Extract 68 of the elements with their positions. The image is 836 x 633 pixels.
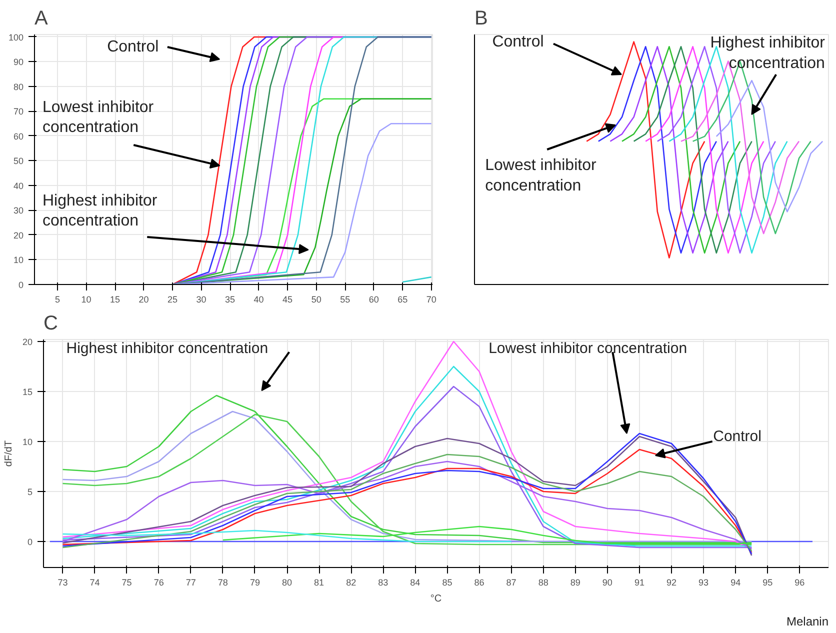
x-tick-label: 20	[138, 294, 149, 304]
y-tick-label: 10	[13, 255, 24, 266]
annotation: Lowest inhibitor concentration	[485, 157, 597, 194]
x-axis-title: °C	[430, 594, 442, 604]
annotation: Highest inhibitor concentration	[66, 340, 268, 358]
x-tick-label: 35	[225, 294, 236, 304]
annotation: Highest inhibitor concentration	[42, 192, 158, 230]
y-tick-label: 20	[22, 337, 33, 347]
x-tick-label: 82	[346, 578, 356, 588]
y-tick-label: 0	[27, 537, 33, 547]
x-tick-label: 10	[81, 294, 92, 304]
x-tick-label: 75	[122, 578, 132, 588]
annotation: Control	[492, 34, 544, 50]
x-tick-label: 15	[110, 294, 120, 304]
y-tick-label: 50	[13, 156, 24, 166]
x-tick-label: 94	[730, 578, 741, 588]
x-tick-label: 65	[398, 294, 408, 304]
x-tick-label: 55	[340, 294, 350, 304]
x-tick-label: 81	[314, 578, 324, 588]
x-tick-label: 78	[218, 578, 228, 588]
y-tick-label: 0	[18, 280, 24, 290]
chart-title: B	[474, 8, 488, 30]
x-tick-label: 73	[58, 578, 68, 588]
x-tick-label: 95	[762, 578, 773, 588]
annotation: Control	[107, 38, 159, 56]
y-tick-label: 100	[8, 32, 24, 42]
chart-title: C	[44, 312, 58, 334]
x-tick-label: 83	[378, 578, 388, 588]
x-tick-label: 91	[634, 578, 644, 588]
annotation: Control	[713, 428, 762, 445]
y-tick-label: 70	[13, 106, 24, 117]
x-tick-label: 70	[426, 294, 436, 304]
x-tick-label: 92	[666, 578, 677, 588]
x-tick-label: 88	[538, 578, 548, 588]
x-tick-label: 40	[254, 294, 264, 304]
annotation: Lowest inhibitor concentration	[488, 340, 688, 358]
x-tick-label: 85	[442, 578, 452, 588]
x-tick-label: 79	[250, 578, 260, 588]
x-tick-label: 86	[474, 578, 484, 588]
x-tick-label: 90	[602, 578, 612, 588]
x-tick-label: 84	[410, 578, 420, 588]
x-tick-label: 45	[282, 294, 293, 304]
x-tick-label: 89	[570, 578, 580, 588]
x-tick-label: 60	[368, 294, 379, 304]
chart-title: A	[34, 8, 48, 30]
text: Melanin	[786, 614, 829, 628]
x-tick-label: 74	[90, 578, 100, 588]
x-tick-label: 77	[186, 578, 196, 588]
y-axis-title: dF/dT	[3, 440, 14, 467]
y-tick-label: 90	[13, 57, 24, 68]
x-tick-label: 50	[311, 294, 322, 304]
y-tick-label: 80	[13, 82, 24, 92]
x-tick-label: 96	[794, 578, 805, 588]
y-tick-label: 15	[22, 387, 33, 397]
y-tick-label: 30	[13, 206, 24, 216]
y-tick-label: 5	[27, 487, 33, 497]
y-tick-label: 20	[13, 230, 24, 240]
x-tick-label: 76	[154, 578, 164, 588]
x-tick-label: 80	[282, 578, 292, 588]
y-tick-label: 40	[13, 180, 24, 191]
x-tick-label: 30	[196, 294, 206, 304]
x-tick-label: 5	[55, 294, 60, 304]
x-tick-label: 25	[168, 294, 178, 304]
y-tick-label: 10	[22, 437, 33, 447]
x-tick-label: 93	[698, 578, 709, 588]
y-tick-label: 60	[13, 131, 24, 142]
annotation: Lowest inhibitor concentration	[42, 98, 154, 136]
x-tick-label: 87	[506, 578, 516, 588]
